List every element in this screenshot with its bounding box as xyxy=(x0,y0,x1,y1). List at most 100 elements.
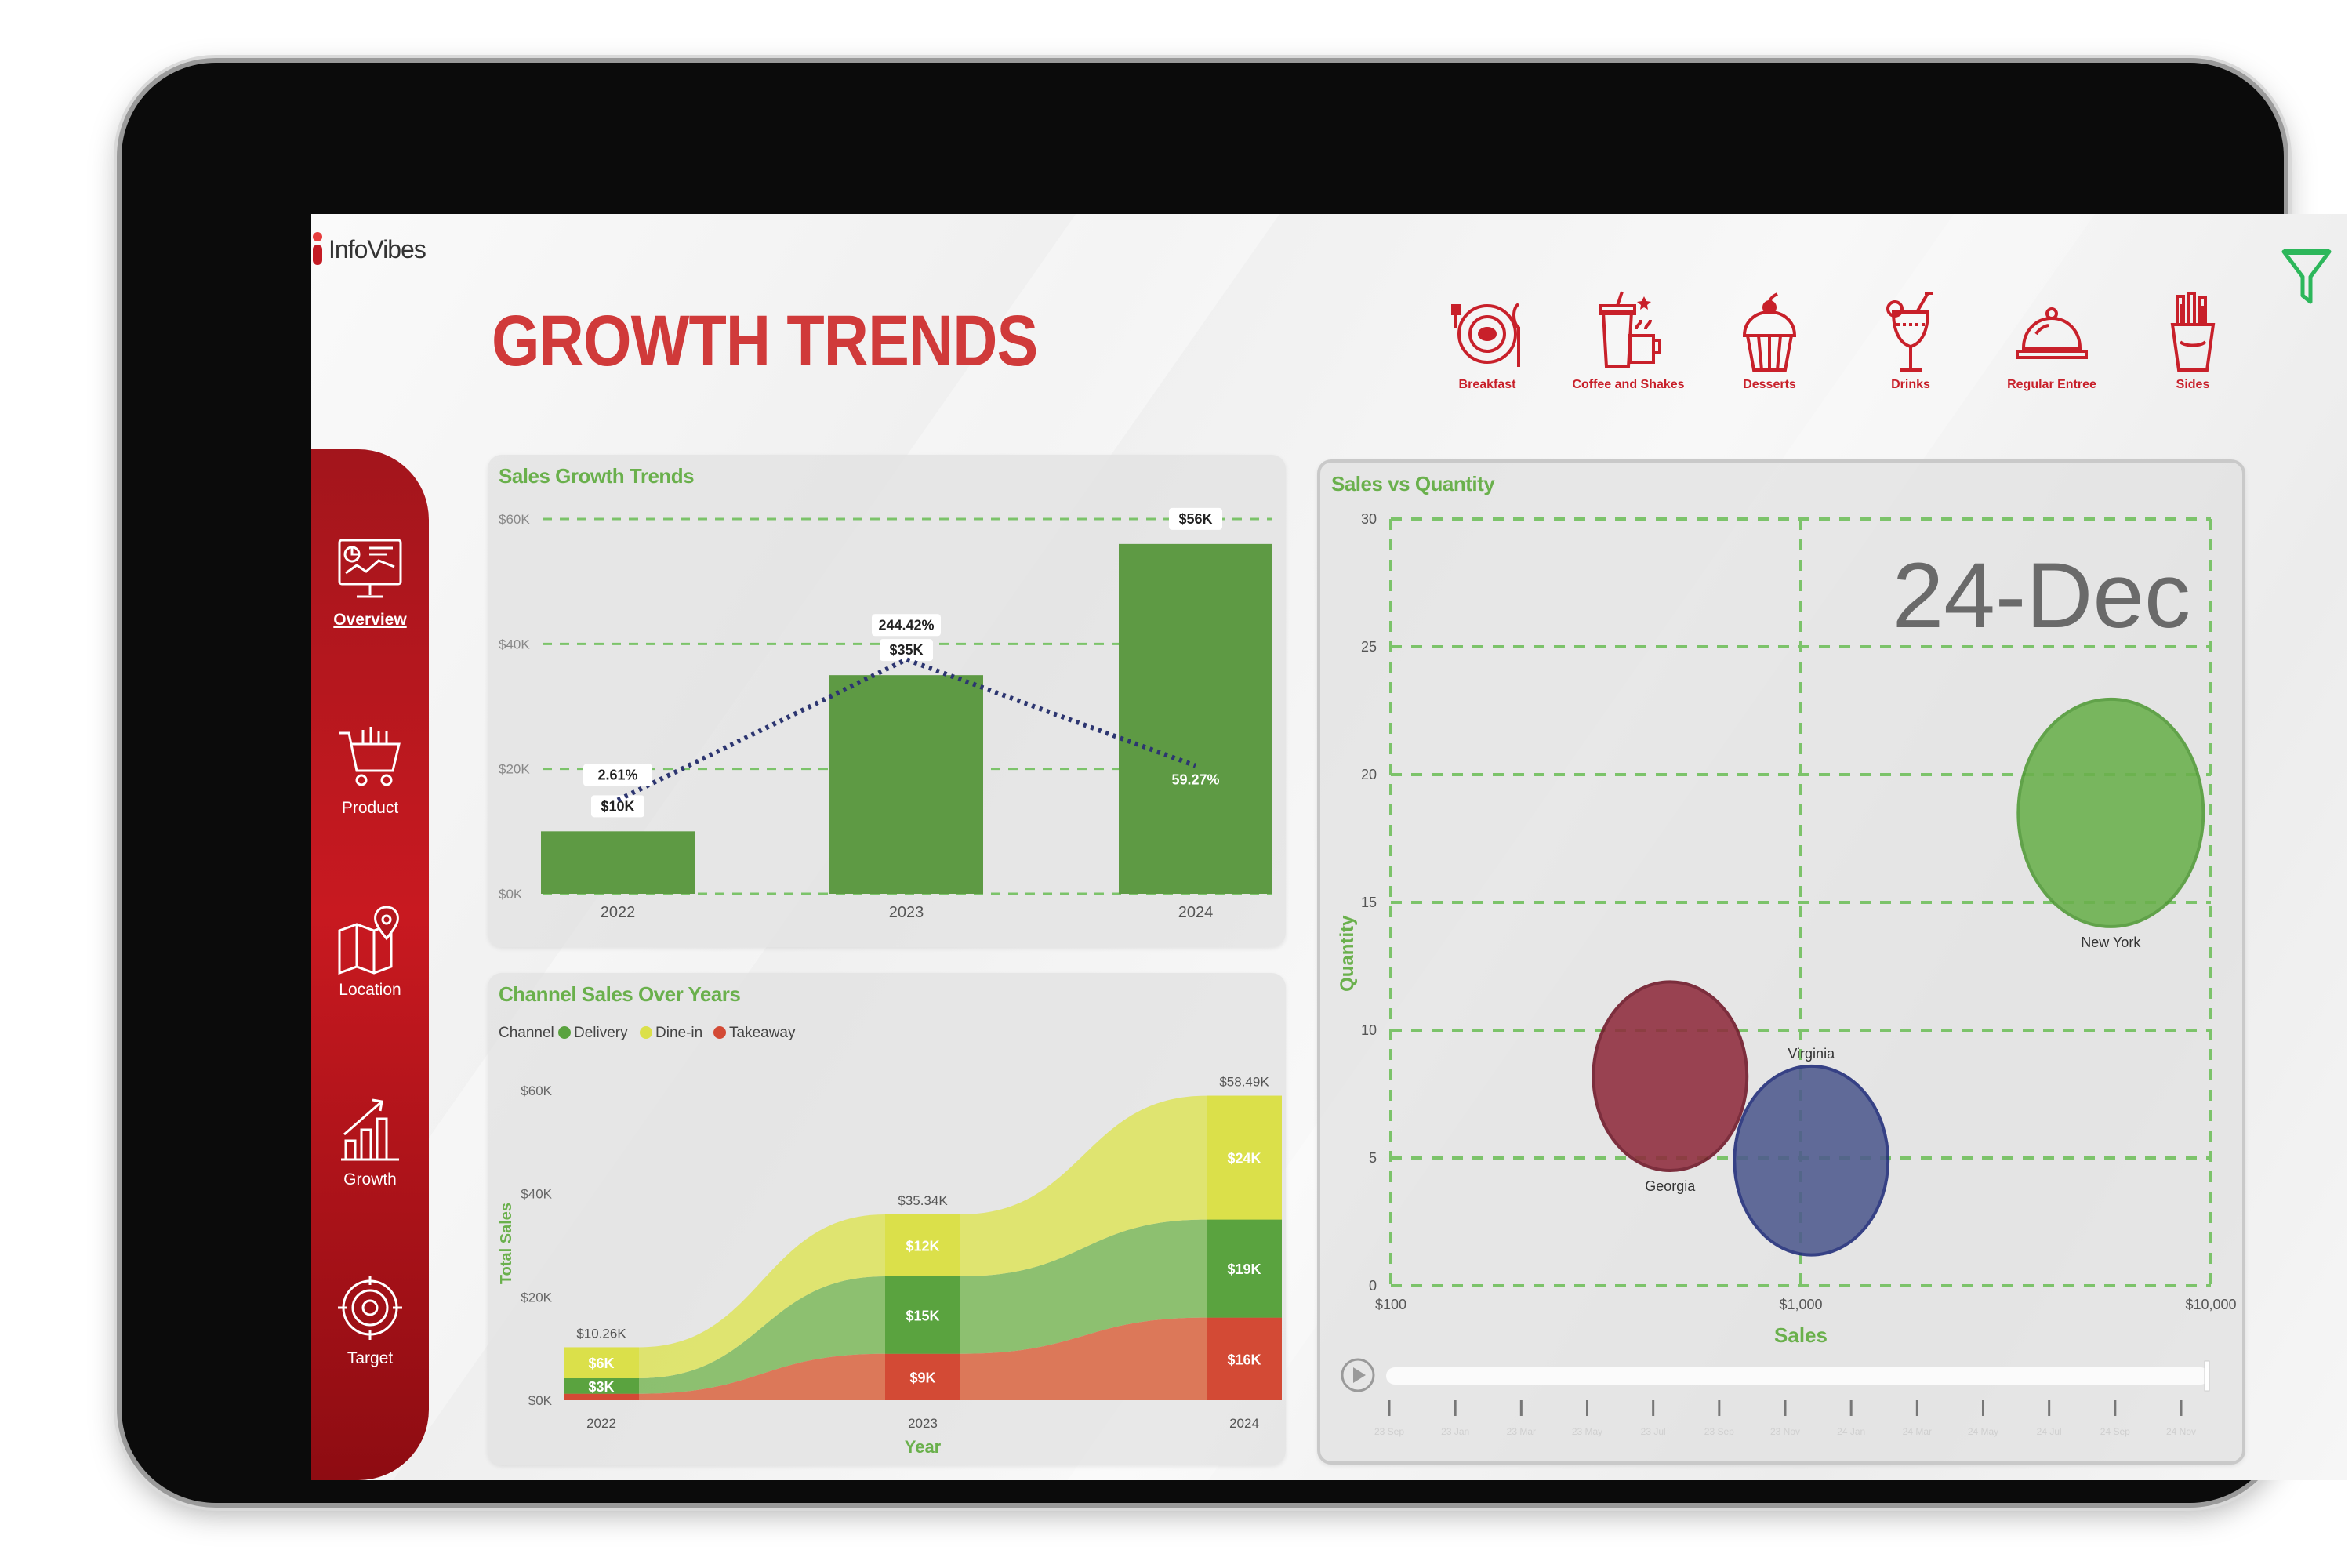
x-tick-label: $1,000 xyxy=(1779,1297,1822,1312)
channel-sales-chart: Channel Delivery Dine-in Takeaway $0K $20K $40… xyxy=(498,1025,1282,1457)
column-segment xyxy=(564,1393,639,1400)
dashboard-monitor-icon xyxy=(338,539,402,598)
timeline-track[interactable] xyxy=(1386,1367,2209,1385)
page-title: GROWTH TRENDS xyxy=(492,301,1038,381)
channel-sales-title: Channel Sales Over Years xyxy=(499,982,741,1006)
y-tick-label: 10 xyxy=(1361,1022,1377,1038)
sidebar-item-growth[interactable]: Growth xyxy=(311,1094,429,1189)
column-segment xyxy=(564,1377,639,1394)
dashboard-screen: InfoVibes GROWTH TRENDS Breakfast C xyxy=(311,214,2347,1480)
bar xyxy=(829,675,983,894)
timeline-tick-label: 23 Jan xyxy=(1441,1426,1469,1437)
x-axis-title: Year xyxy=(905,1437,942,1457)
play-button[interactable] xyxy=(1341,1358,1375,1392)
timeline-tick-label: 24 Jan xyxy=(1837,1426,1865,1437)
timeline-tick-label: 24 Sep xyxy=(2100,1426,2130,1437)
sidebar-item-location[interactable]: Location xyxy=(311,904,429,1000)
sidebar-item-product[interactable]: Product xyxy=(311,722,429,818)
category-breakfast[interactable]: Breakfast xyxy=(1417,289,1558,398)
total-label: $35.34K xyxy=(898,1193,948,1208)
segment-label: $6K xyxy=(588,1356,614,1371)
column-segment xyxy=(885,1353,960,1400)
x-tick-label: $100 xyxy=(1375,1297,1406,1312)
timeline-tick-label: 23 May xyxy=(1572,1426,1602,1437)
x-tick-label: 2023 xyxy=(908,1416,938,1431)
y-tick-label: $0K xyxy=(528,1393,553,1408)
y-tick-label: 5 xyxy=(1369,1150,1377,1166)
legend-swatch xyxy=(640,1026,652,1039)
timeline-tick-label: 24 Nov xyxy=(2166,1426,2196,1437)
fries-icon xyxy=(2170,292,2216,372)
sidebar: Overview Product Location xyxy=(311,449,429,1480)
sidebar-item-overview[interactable]: Overview xyxy=(311,534,429,630)
segment-label: $16K xyxy=(1227,1352,1261,1367)
channel-sales-card: Channel Sales Over Years Channel Delivery… xyxy=(488,973,1286,1465)
category-label: Coffee and Shakes xyxy=(1572,378,1685,391)
x-tick-label: 2022 xyxy=(601,904,636,921)
play-icon xyxy=(1353,1367,1366,1383)
category-label: Drinks xyxy=(1891,378,1930,391)
growth-label: 59.27% xyxy=(1171,772,1219,788)
x-tick-label: 2022 xyxy=(586,1416,616,1431)
map-pin-icon xyxy=(338,906,399,975)
coffee-shake-icon xyxy=(1599,291,1661,368)
sales-growth-chart: $0K $20K $40K $60K 2022 $10K 2023 $35K 2024 $56K 2… xyxy=(499,507,1272,921)
bubble-label: Georgia xyxy=(1645,1178,1696,1194)
category-sides[interactable]: Sides xyxy=(2122,289,2263,398)
cloche-icon xyxy=(2016,307,2088,359)
timeline-tick-label: 23 Jul xyxy=(1641,1426,1666,1437)
category-desserts[interactable]: Desserts xyxy=(1699,289,1840,398)
cupcake-icon xyxy=(1742,292,1797,372)
bar xyxy=(541,831,695,894)
growth-label-box xyxy=(583,764,652,786)
sidebar-item-label: Target xyxy=(347,1349,394,1367)
timeline-tick-label: 23 Mar xyxy=(1507,1426,1536,1437)
column-segment xyxy=(1207,1095,1282,1220)
column-segment xyxy=(885,1214,960,1276)
growth-label-box xyxy=(872,614,941,637)
y-tick-label: $20K xyxy=(521,1290,552,1305)
category-regular-entree[interactable]: Regular Entree xyxy=(1981,289,2122,398)
category-drinks[interactable]: Drinks xyxy=(1840,289,1981,398)
bubble xyxy=(1733,1064,1890,1257)
legend-title: Channel xyxy=(499,1025,554,1041)
x-tick-label: $10,000 xyxy=(2185,1297,2236,1312)
timeline-handle[interactable] xyxy=(2204,1360,2210,1392)
filter-icon[interactable] xyxy=(2279,245,2334,308)
category-label: Desserts xyxy=(1743,378,1796,391)
segment-label: $12K xyxy=(906,1239,939,1254)
sidebar-item-target[interactable]: Target xyxy=(311,1272,429,1368)
sales-vs-quantity-card: Sales vs Quantity 0 5 10 15 20 25 30 $100 $1,000… xyxy=(1317,459,2245,1465)
sales-vs-quantity-chart: 0 5 10 15 20 25 30 $100 $1,000 $10,000 Sales Quanti… xyxy=(1337,511,2237,1437)
target-icon xyxy=(338,1276,402,1340)
category-label: Regular Entree xyxy=(2007,378,2096,391)
shopping-cart-icon xyxy=(339,727,401,786)
sidebar-item-label: Growth xyxy=(343,1171,397,1189)
growth-label-box xyxy=(1161,768,1230,791)
y-axis-title: Quantity xyxy=(1337,915,1358,992)
bubble xyxy=(2016,697,2205,928)
sidebar-item-label: Location xyxy=(339,981,401,999)
data-label-box xyxy=(880,639,933,662)
legend-item: Dine-in xyxy=(655,1025,702,1041)
category-label: Sides xyxy=(2176,378,2210,391)
brand-logo[interactable]: InfoVibes xyxy=(313,230,426,269)
legend-swatch xyxy=(713,1026,726,1039)
growth-label: 244.42% xyxy=(878,617,934,633)
timeline-tick-label: 23 Sep xyxy=(1704,1426,1734,1437)
category-coffee-and-shakes[interactable]: Coffee and Shakes xyxy=(1558,289,1699,398)
category-label: Breakfast xyxy=(1458,378,1516,391)
data-label: $56K xyxy=(1178,511,1212,527)
sales-growth-card: Sales Growth Trends $0K $20K $40K $60K 2022 $… xyxy=(488,455,1286,947)
sales-growth-title: Sales Growth Trends xyxy=(499,464,695,488)
timeline-tick-label: 23 Nov xyxy=(1770,1426,1800,1437)
y-tick-label: $60K xyxy=(521,1083,552,1098)
x-tick-label: 2024 xyxy=(1178,904,1214,921)
brand-mark-icon xyxy=(313,232,324,267)
segment-label: $3K xyxy=(588,1379,614,1395)
category-filter-bar: Breakfast Coffee and Shakes Desserts xyxy=(1417,289,2310,398)
sidebar-item-label: Product xyxy=(341,799,399,817)
legend-item: Delivery xyxy=(574,1025,628,1041)
data-label: $10K xyxy=(601,798,634,814)
brand-name: InfoVibes xyxy=(328,234,426,263)
